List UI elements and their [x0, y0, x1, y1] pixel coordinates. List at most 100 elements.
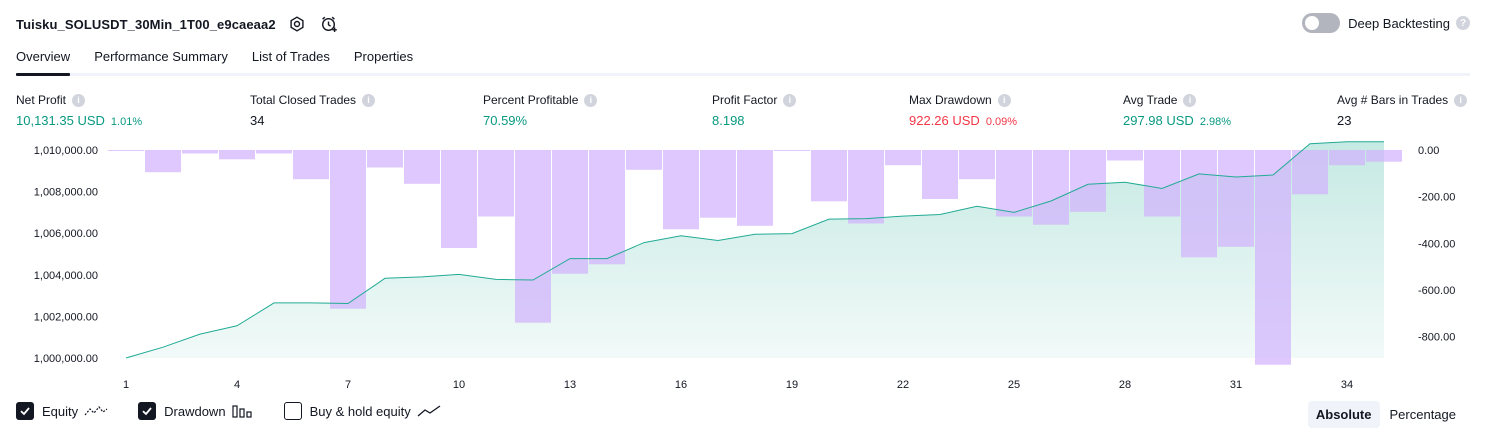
drawdown-bar — [1366, 150, 1402, 162]
left-axis-tick-label: 1,010,000.00 — [34, 145, 98, 157]
drawdown-bar — [1292, 150, 1328, 195]
tab-performance-summary[interactable]: Performance Summary — [94, 49, 228, 64]
info-icon[interactable]: i — [72, 93, 86, 107]
drawdown-bar — [922, 150, 958, 199]
equity-checkbox[interactable] — [16, 402, 34, 420]
drawdown-bar — [182, 150, 218, 154]
alarm-clock-plus-icon[interactable] — [318, 13, 340, 35]
stat-value: 8.198 — [712, 113, 745, 128]
info-icon[interactable]: i — [1454, 93, 1468, 107]
info-icon[interactable]: i — [362, 93, 376, 107]
left-axis-tick-label: 1,002,000.00 — [34, 311, 98, 323]
legend-drawdown[interactable]: Drawdown — [138, 402, 253, 420]
drawdown-checkbox[interactable] — [138, 402, 157, 420]
equity-drawdown-chart: 1,010,000.00 1,008,000.00 1,006,000.00 1,00… — [34, 141, 1455, 391]
drawdown-bar — [108, 150, 144, 151]
drawdown-bar — [589, 150, 625, 265]
toggle-knob — [1305, 16, 1320, 30]
x-axis-tick-label: 22 — [897, 379, 909, 391]
drawdown-bar — [626, 150, 662, 170]
deep-backtesting-control: Deep Backtesting ? — [1302, 13, 1470, 33]
drawdown-bar — [515, 150, 551, 323]
stat-value: 70.59% — [483, 113, 528, 128]
x-axis-tick-label: 1 — [123, 379, 129, 391]
tab-overview[interactable]: Overview — [16, 44, 71, 76]
stat-label: Avg # Bars in Trades — [1337, 93, 1449, 107]
tab-bar: Overview Performance Summary List of Tra… — [16, 44, 1470, 76]
drawdown-bar — [367, 150, 403, 168]
strategy-title: Tuisku_SOLUSDT_30Min_1T00_e9caeaa2 — [16, 16, 276, 32]
stat-percent-profitable: Percent Profitable i 70.59% — [483, 93, 598, 128]
gear-icon[interactable] — [286, 13, 308, 35]
stat-percent: 0.09% — [985, 116, 1018, 128]
stat-avg-trade: Avg Trade i 297.98 USD 2.98% — [1123, 93, 1231, 128]
x-axis-tick-label: 34 — [1341, 379, 1353, 391]
equity-area — [126, 141, 1384, 358]
info-icon[interactable]: i — [584, 93, 598, 107]
x-axis-tick-label: 10 — [453, 379, 465, 391]
percentage-mode-button[interactable]: Percentage — [1389, 407, 1457, 422]
stat-percent: 2.98% — [1199, 116, 1232, 128]
tab-list-of-trades[interactable]: List of Trades — [251, 49, 330, 64]
stat-avg-bars-in-trades: Avg # Bars in Trades i 23 — [1337, 93, 1468, 128]
left-axis-tick-label: 1,006,000.00 — [34, 228, 98, 240]
drawdown-bar — [737, 150, 773, 226]
x-axis-tick-label: 16 — [675, 379, 687, 391]
drawdown-bar — [1255, 150, 1291, 365]
drawdown-bar — [330, 150, 366, 309]
x-axis-tick-label: 28 — [1119, 379, 1131, 391]
drawdown-bar — [1070, 150, 1106, 212]
stat-value: 10,131.35 USD — [16, 113, 105, 128]
chart-legend: Equity Drawdown Buy & hold equity — [16, 402, 471, 420]
legend-equity[interactable]: Equity — [16, 402, 108, 420]
buy-hold-checkbox[interactable] — [283, 402, 302, 420]
right-axis-tick-label: -600.00 — [1418, 285, 1455, 297]
stat-label: Net Profit — [16, 93, 67, 107]
stat-percent: 1.01% — [110, 116, 143, 128]
legend-label: Equity — [42, 403, 79, 419]
info-icon[interactable]: i — [1183, 93, 1197, 107]
legend-label: Buy & hold equity — [309, 403, 411, 419]
x-axis-tick-label: 7 — [345, 379, 351, 391]
drawdown-bar — [1218, 150, 1254, 247]
drawdown-bar — [663, 150, 699, 230]
stat-value: 922.26 USD — [909, 113, 980, 128]
buy-hold-line-icon — [417, 404, 441, 418]
right-axis-tick-label: 0.00 — [1418, 145, 1439, 157]
stat-label: Max Drawdown — [909, 93, 992, 107]
stat-total-closed-trades: Total Closed Trades i 34 — [250, 93, 376, 128]
strategy-header: Tuisku_SOLUSDT_30Min_1T00_e9caeaa2 — [16, 12, 340, 36]
stat-label: Avg Trade — [1123, 93, 1178, 107]
drawdown-bar — [885, 150, 921, 166]
drawdown-bar — [1033, 150, 1069, 225]
drawdown-bar — [1107, 150, 1143, 161]
stat-value: 297.98 USD — [1123, 113, 1194, 128]
help-icon[interactable]: ? — [1456, 16, 1470, 30]
drawdown-bar — [293, 150, 329, 180]
right-axis-tick-label: -400.00 — [1418, 238, 1455, 250]
legend-label: Drawdown — [164, 403, 226, 419]
left-axis-tick-label: 1,004,000.00 — [34, 270, 98, 282]
left-axis-tick-label: 1,008,000.00 — [34, 187, 98, 199]
drawdown-bar — [256, 150, 292, 154]
drawdown-bars-icon — [231, 404, 254, 418]
legend-buy-hold-equity[interactable]: Buy & hold equity — [283, 402, 441, 420]
deep-backtesting-toggle[interactable] — [1302, 13, 1341, 33]
drawdown-bar — [219, 150, 255, 160]
stat-label: Percent Profitable — [483, 93, 579, 107]
tab-properties[interactable]: Properties — [353, 49, 414, 64]
right-axis-tick-label: -200.00 — [1418, 192, 1455, 204]
drawdown-bar — [959, 150, 995, 180]
info-icon[interactable]: i — [783, 93, 797, 107]
drawdown-bar — [441, 150, 477, 248]
stat-profit-factor: Profit Factor i 8.198 — [712, 93, 797, 128]
stat-value: 23 — [1337, 113, 1352, 128]
info-icon[interactable]: i — [997, 93, 1011, 107]
x-axis-tick-label: 31 — [1230, 379, 1242, 391]
drawdown-bar — [848, 150, 884, 224]
x-axis-tick-label: 19 — [786, 379, 798, 391]
deep-backtesting-label: Deep Backtesting — [1348, 15, 1450, 31]
drawdown-bar — [1329, 150, 1365, 166]
value-mode-switch: Absolute Percentage — [1306, 401, 1464, 428]
absolute-mode-button[interactable]: Absolute — [1307, 401, 1380, 428]
